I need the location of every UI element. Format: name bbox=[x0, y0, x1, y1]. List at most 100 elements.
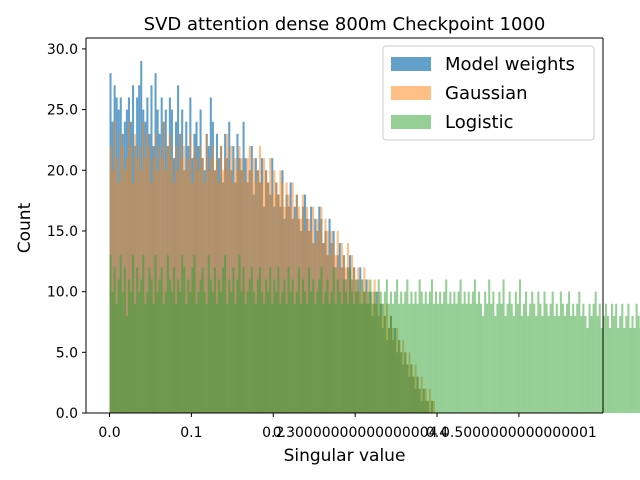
logistic-bar bbox=[576, 303, 579, 413]
logistic-bar bbox=[191, 267, 194, 413]
logistic-bar bbox=[516, 303, 519, 413]
logistic-bar bbox=[588, 303, 591, 413]
logistic-bar bbox=[224, 255, 227, 413]
legend-box bbox=[382, 45, 595, 141]
gaussian-bar bbox=[162, 121, 165, 414]
series-logistic bbox=[109, 255, 640, 413]
gaussian-bar bbox=[244, 182, 247, 413]
logistic-bar bbox=[144, 303, 147, 413]
logistic-bar bbox=[297, 267, 300, 413]
logistic-bar bbox=[310, 291, 313, 413]
logistic-bar bbox=[559, 291, 562, 413]
logistic-bar bbox=[263, 303, 266, 413]
logistic-bar bbox=[375, 303, 378, 413]
logistic-bar bbox=[418, 279, 421, 413]
logistic-bar bbox=[625, 315, 628, 413]
x-tick-label: 0.0 bbox=[98, 425, 120, 441]
gaussian-bar bbox=[211, 146, 214, 413]
logistic-bar bbox=[451, 303, 454, 413]
logistic-bar bbox=[486, 303, 489, 413]
logistic-bar bbox=[506, 303, 509, 413]
legend-label: Logistic bbox=[445, 112, 513, 133]
logistic-bar bbox=[619, 315, 622, 413]
chart-title: SVD attention dense 800m Checkpoint 1000 bbox=[144, 14, 546, 35]
logistic-bar bbox=[547, 315, 550, 413]
logistic-bar bbox=[115, 303, 118, 413]
logistic-bar bbox=[631, 315, 634, 413]
gaussian-bar bbox=[230, 146, 233, 413]
logistic-bar bbox=[533, 303, 536, 413]
logistic-bar bbox=[494, 315, 497, 413]
logistic-bar bbox=[316, 291, 319, 413]
logistic-bar bbox=[490, 303, 493, 413]
logistic-bar bbox=[183, 267, 186, 413]
logistic-bar bbox=[201, 267, 204, 413]
logistic-bar bbox=[285, 303, 288, 413]
logistic-bar bbox=[508, 291, 511, 413]
logistic-bar bbox=[596, 315, 599, 413]
logistic-bar bbox=[332, 267, 335, 413]
gaussian-bar bbox=[179, 133, 182, 413]
gaussian-bar bbox=[254, 182, 257, 413]
logistic-bar bbox=[389, 291, 392, 413]
logistic-bar bbox=[445, 279, 448, 413]
logistic-bar bbox=[574, 315, 577, 413]
logistic-bar bbox=[529, 303, 532, 413]
logistic-bar bbox=[306, 303, 309, 413]
logistic-bar bbox=[215, 303, 218, 413]
logistic-bar bbox=[168, 279, 171, 413]
gaussian-bar bbox=[168, 133, 171, 413]
logistic-bar bbox=[394, 291, 397, 413]
logistic-bar bbox=[408, 303, 411, 413]
logistic-bar bbox=[568, 291, 571, 413]
gaussian-bar bbox=[121, 146, 124, 413]
logistic-bar bbox=[132, 255, 135, 413]
logistic-bar bbox=[594, 291, 597, 413]
logistic-bar bbox=[199, 279, 202, 413]
logistic-bar bbox=[535, 315, 538, 413]
logistic-bar bbox=[480, 303, 483, 413]
logistic-bar bbox=[138, 291, 141, 413]
logistic-bar bbox=[252, 291, 255, 413]
gaussian-bar bbox=[175, 146, 178, 413]
logistic-bar bbox=[129, 291, 133, 413]
legend-label: Model weights bbox=[445, 54, 575, 75]
gaussian-bar bbox=[185, 170, 188, 413]
logistic-bar bbox=[523, 303, 526, 413]
logistic-bar bbox=[291, 279, 294, 413]
logistic-bar bbox=[230, 291, 233, 413]
logistic-bar bbox=[254, 303, 257, 413]
logistic-bar bbox=[150, 279, 153, 413]
logistic-bar bbox=[109, 255, 112, 413]
logistic-bar bbox=[330, 291, 333, 413]
logistic-bar bbox=[590, 315, 593, 413]
logistic-bar bbox=[170, 291, 173, 413]
logistic-bar bbox=[426, 303, 429, 413]
logistic-bar bbox=[621, 303, 624, 413]
logistic-bar bbox=[193, 255, 196, 413]
gaussian-bar bbox=[220, 146, 223, 413]
gaussian-bar bbox=[285, 182, 288, 413]
logistic-bar bbox=[414, 291, 417, 413]
logistic-bar bbox=[484, 291, 487, 413]
logistic-bar bbox=[404, 291, 407, 413]
logistic-bar bbox=[383, 291, 386, 413]
x-axis-ticks: 0.0 0.1 0.20.300000000000000040.40.5000000… bbox=[98, 413, 597, 441]
logistic-bar bbox=[121, 291, 124, 413]
logistic-bar bbox=[582, 303, 585, 413]
logistic-bar bbox=[498, 291, 501, 413]
y-tick-label: 0.0 bbox=[56, 406, 78, 422]
gaussian-bar bbox=[205, 133, 208, 413]
legend-swatch bbox=[391, 86, 431, 100]
logistic-bar bbox=[175, 303, 178, 413]
logistic-bar bbox=[572, 303, 575, 413]
gaussian-bar bbox=[279, 170, 282, 413]
logistic-bar bbox=[127, 279, 130, 413]
logistic-bar bbox=[367, 291, 370, 413]
logistic-bar bbox=[518, 279, 521, 413]
logistic-bar bbox=[398, 303, 401, 413]
logistic-bar bbox=[328, 303, 331, 413]
logistic-bar bbox=[402, 303, 405, 413]
logistic-bar bbox=[236, 279, 239, 413]
